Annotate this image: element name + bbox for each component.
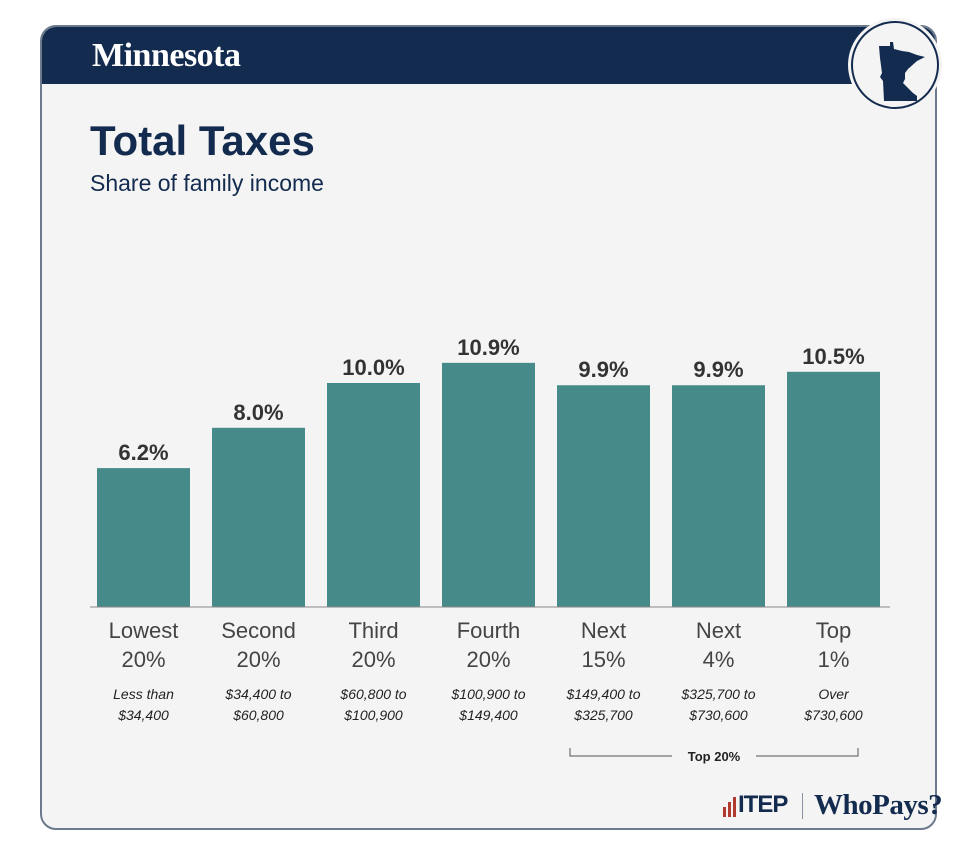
- income-range-label: $34,400: [117, 707, 169, 723]
- bracket-label: Top 20%: [688, 749, 741, 764]
- income-range-label: $34,400 to: [224, 686, 291, 702]
- category-label: Lowest: [109, 618, 179, 643]
- data-label: 10.0%: [342, 355, 404, 380]
- category-label: 20%: [466, 647, 510, 672]
- bar: [97, 468, 190, 607]
- category-label: 1%: [818, 647, 850, 672]
- bar: [557, 385, 650, 607]
- income-range-label: Over: [818, 686, 850, 702]
- logo-divider: [802, 793, 803, 819]
- income-range-label: $730,600: [688, 707, 748, 723]
- category-label: Top: [816, 618, 851, 643]
- data-label: 9.9%: [578, 357, 628, 382]
- itep-logo: ITEP: [738, 791, 788, 818]
- data-label: 10.5%: [802, 344, 864, 369]
- chart-subtitle: Share of family income: [90, 170, 324, 196]
- whopays-logo: WhoPays?: [814, 789, 943, 821]
- data-label: 10.9%: [457, 335, 519, 360]
- income-range-label: $100,900: [343, 707, 403, 723]
- data-label: 8.0%: [233, 400, 283, 425]
- top20-bracket: [569, 748, 859, 757]
- bar: [212, 427, 305, 607]
- category-label: 4%: [703, 647, 735, 672]
- income-range-label: $60,800 to: [339, 686, 406, 702]
- income-range-label: $325,700: [573, 707, 633, 723]
- category-label: 20%: [351, 647, 395, 672]
- category-label: Third: [348, 618, 398, 643]
- category-label: Second: [221, 618, 296, 643]
- bar: [787, 371, 880, 607]
- data-label: 9.9%: [693, 357, 743, 382]
- bar: [327, 383, 420, 607]
- header-band: Minnesota: [42, 27, 935, 84]
- category-label: 20%: [121, 647, 165, 672]
- category-label: 15%: [581, 647, 625, 672]
- income-range-label: $149,400: [458, 707, 518, 723]
- category-label: Next: [696, 618, 741, 643]
- itep-bars-icon: [723, 797, 736, 817]
- income-range-label: Less than: [113, 686, 174, 702]
- bar: [672, 385, 765, 607]
- category-label: Next: [581, 618, 626, 643]
- income-range-label: $100,900 to: [451, 686, 526, 702]
- data-label: 6.2%: [118, 440, 168, 465]
- income-range-label: $730,600: [803, 707, 863, 723]
- state-name: Minnesota: [92, 37, 241, 74]
- income-range-label: $325,700 to: [681, 686, 756, 702]
- chart-title: Total Taxes: [90, 117, 315, 164]
- state-badge: [851, 21, 939, 109]
- income-range-label: $60,800: [232, 707, 284, 723]
- income-range-label: $149,400 to: [566, 686, 641, 702]
- bar: [442, 362, 535, 607]
- category-label: Fourth: [457, 618, 521, 643]
- category-label: 20%: [236, 647, 280, 672]
- minnesota-map-icon: [879, 42, 925, 101]
